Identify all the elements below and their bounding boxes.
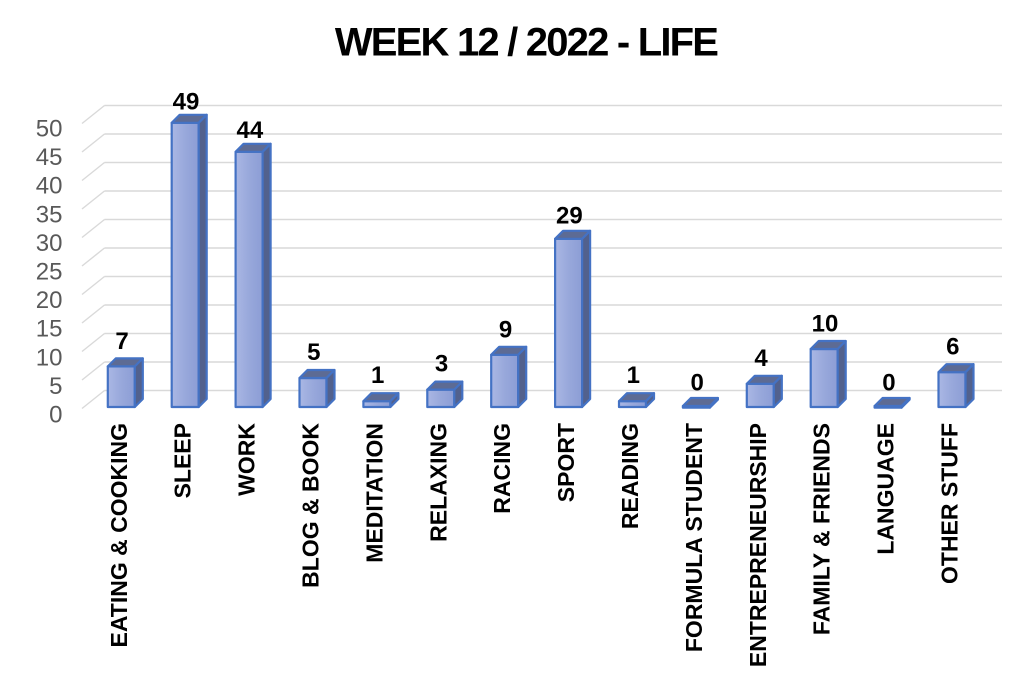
svg-text:READING: READING (617, 423, 643, 529)
svg-text:50: 50 (36, 116, 63, 143)
svg-text:LANGUAGE: LANGUAGE (873, 423, 899, 555)
svg-text:RELAXING: RELAXING (425, 423, 451, 542)
svg-text:0: 0 (691, 370, 704, 397)
svg-text:BLOG & BOOK: BLOG & BOOK (298, 423, 324, 588)
svg-text:10: 10 (36, 344, 63, 371)
svg-text:SLEEP: SLEEP (170, 423, 196, 498)
svg-text:FORMULA STUDENT: FORMULA STUDENT (681, 423, 707, 652)
svg-text:MEDITATION: MEDITATION (361, 423, 387, 563)
svg-text:35: 35 (36, 201, 63, 228)
svg-text:15: 15 (36, 316, 63, 343)
svg-text:0: 0 (49, 402, 62, 429)
svg-text:ENTREPRENEURSHIP: ENTREPRENEURSHIP (745, 423, 771, 667)
svg-text:10: 10 (812, 311, 839, 338)
svg-text:0: 0 (882, 370, 895, 397)
svg-text:9: 9 (499, 316, 512, 343)
svg-text:SPORT: SPORT (553, 423, 579, 502)
svg-text:45: 45 (36, 144, 63, 171)
svg-text:49: 49 (173, 88, 200, 115)
svg-text:1: 1 (627, 362, 640, 389)
svg-text:FAMILY & FRIENDS: FAMILY & FRIENDS (809, 423, 835, 635)
svg-text:RACING: RACING (489, 423, 515, 514)
svg-text:40: 40 (36, 173, 63, 200)
svg-text:25: 25 (36, 259, 63, 286)
svg-text:20: 20 (36, 287, 63, 314)
svg-text:7: 7 (115, 328, 128, 355)
svg-text:6: 6 (946, 334, 959, 361)
svg-text:4: 4 (754, 345, 768, 372)
svg-text:OTHER STUFF: OTHER STUFF (937, 423, 963, 584)
svg-text:WEEK 12 / 2022 - LIFE: WEEK 12 / 2022 - LIFE (335, 21, 718, 65)
svg-text:WORK: WORK (234, 423, 260, 496)
svg-text:44: 44 (237, 117, 264, 144)
svg-text:1: 1 (371, 362, 384, 389)
svg-text:EATING & COOKING: EATING & COOKING (106, 423, 132, 647)
svg-text:5: 5 (49, 373, 62, 400)
svg-text:30: 30 (36, 230, 63, 257)
svg-text:29: 29 (556, 202, 583, 229)
svg-text:3: 3 (435, 351, 448, 378)
svg-text:5: 5 (307, 339, 320, 366)
